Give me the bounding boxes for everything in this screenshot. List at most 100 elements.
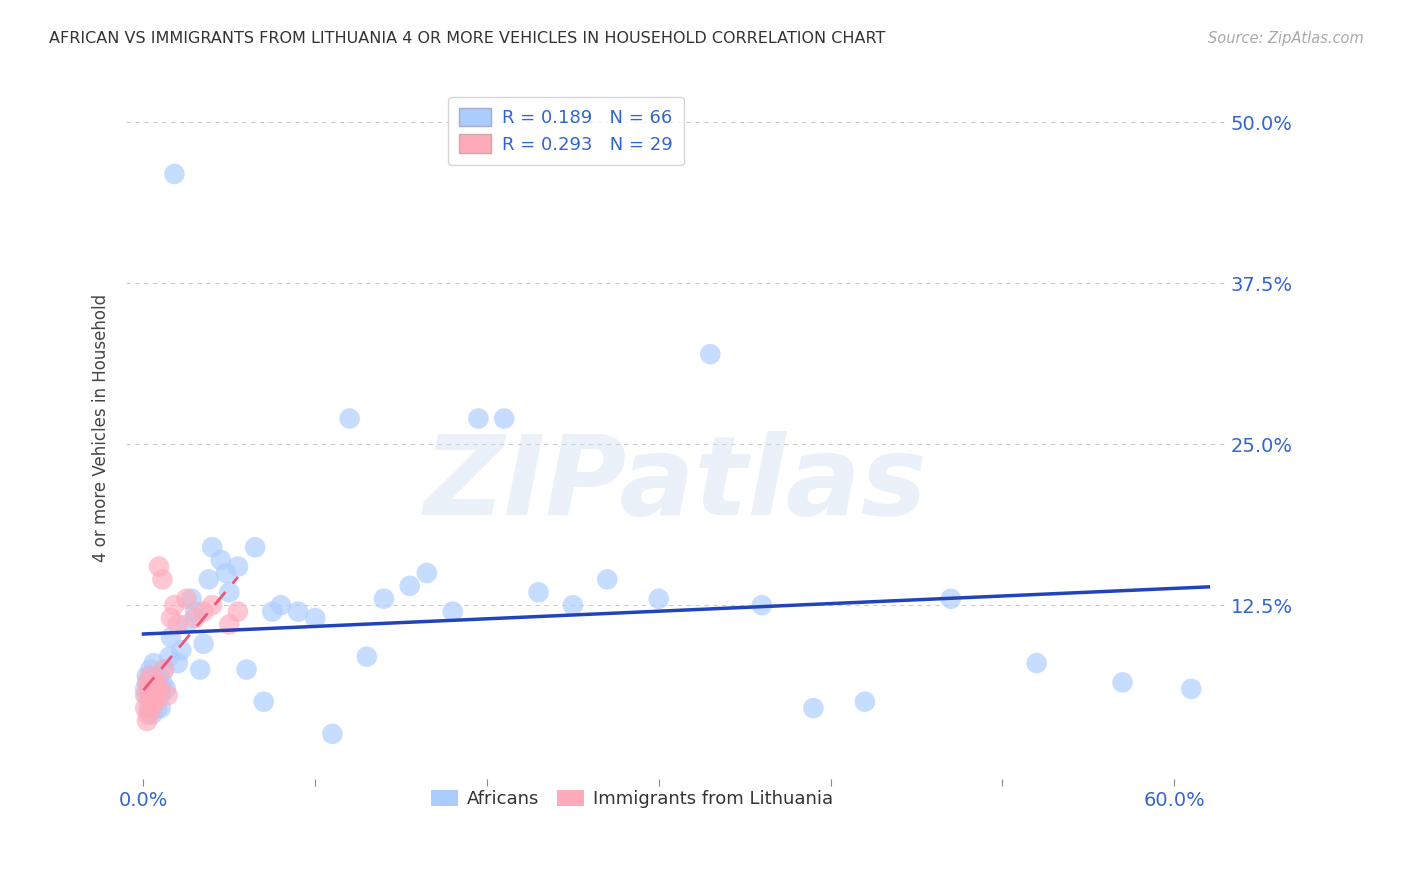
Point	[339, 411, 361, 425]
Point	[262, 605, 284, 619]
Point	[939, 591, 962, 606]
Point	[441, 605, 464, 619]
Point	[467, 411, 489, 425]
Point	[142, 688, 165, 702]
Point	[226, 605, 249, 619]
Point	[150, 675, 173, 690]
Point	[1025, 656, 1047, 670]
Point	[209, 553, 232, 567]
Point	[193, 605, 215, 619]
Point	[699, 347, 721, 361]
Point	[139, 688, 162, 702]
Point	[270, 598, 292, 612]
Point	[141, 695, 163, 709]
Point	[853, 695, 876, 709]
Point	[235, 663, 257, 677]
Point	[166, 656, 188, 670]
Point	[494, 411, 516, 425]
Text: ZIPatlas: ZIPatlas	[425, 431, 928, 538]
Point	[184, 611, 207, 625]
Point	[218, 585, 240, 599]
Point	[134, 681, 156, 696]
Point	[135, 675, 157, 690]
Point	[149, 688, 172, 702]
Point	[215, 566, 238, 580]
Point	[1111, 675, 1133, 690]
Point	[1180, 681, 1202, 696]
Point	[176, 591, 198, 606]
Point	[141, 701, 163, 715]
Point	[160, 611, 183, 625]
Point	[142, 681, 165, 696]
Point	[138, 681, 160, 696]
Point	[160, 631, 183, 645]
Point	[157, 649, 180, 664]
Point	[180, 591, 202, 606]
Point	[139, 663, 162, 677]
Point	[751, 598, 773, 612]
Point	[218, 617, 240, 632]
Point	[145, 695, 167, 709]
Point	[356, 649, 378, 664]
Point	[134, 701, 156, 715]
Point	[166, 617, 188, 632]
Point	[197, 573, 219, 587]
Y-axis label: 4 or more Vehicles in Household: 4 or more Vehicles in Household	[93, 294, 110, 562]
Point	[253, 695, 276, 709]
Point	[188, 663, 211, 677]
Point	[142, 656, 165, 670]
Point	[141, 707, 163, 722]
Point	[145, 695, 167, 709]
Point	[416, 566, 439, 580]
Point	[138, 707, 160, 722]
Point	[648, 591, 671, 606]
Point	[148, 669, 170, 683]
Point	[145, 675, 167, 690]
Point	[149, 701, 172, 715]
Point	[163, 167, 186, 181]
Point	[226, 559, 249, 574]
Point	[138, 701, 160, 715]
Point	[135, 714, 157, 728]
Point	[304, 611, 326, 625]
Point	[141, 688, 163, 702]
Point	[527, 585, 550, 599]
Point	[139, 669, 162, 683]
Point	[373, 591, 395, 606]
Point	[243, 541, 266, 555]
Point	[193, 637, 215, 651]
Point	[146, 688, 169, 702]
Point	[150, 573, 173, 587]
Point	[146, 688, 169, 702]
Point	[145, 675, 167, 690]
Legend: Africans, Immigrants from Lithuania: Africans, Immigrants from Lithuania	[423, 783, 841, 815]
Point	[146, 701, 169, 715]
Point	[156, 688, 179, 702]
Point	[139, 695, 162, 709]
Point	[170, 643, 193, 657]
Point	[135, 688, 157, 702]
Point	[153, 663, 176, 677]
Point	[148, 559, 170, 574]
Point	[398, 579, 420, 593]
Point	[287, 605, 309, 619]
Point	[134, 688, 156, 702]
Point	[153, 663, 176, 677]
Point	[138, 675, 160, 690]
Point	[561, 598, 583, 612]
Point	[135, 669, 157, 683]
Point	[155, 681, 177, 696]
Point	[201, 598, 224, 612]
Point	[201, 541, 224, 555]
Point	[184, 605, 207, 619]
Point	[176, 617, 198, 632]
Text: Source: ZipAtlas.com: Source: ZipAtlas.com	[1208, 31, 1364, 46]
Point	[321, 727, 343, 741]
Text: AFRICAN VS IMMIGRANTS FROM LITHUANIA 4 OR MORE VEHICLES IN HOUSEHOLD CORRELATION: AFRICAN VS IMMIGRANTS FROM LITHUANIA 4 O…	[49, 31, 886, 46]
Point	[148, 681, 170, 696]
Point	[163, 598, 186, 612]
Point	[801, 701, 824, 715]
Point	[149, 681, 172, 696]
Point	[596, 573, 619, 587]
Point	[142, 681, 165, 696]
